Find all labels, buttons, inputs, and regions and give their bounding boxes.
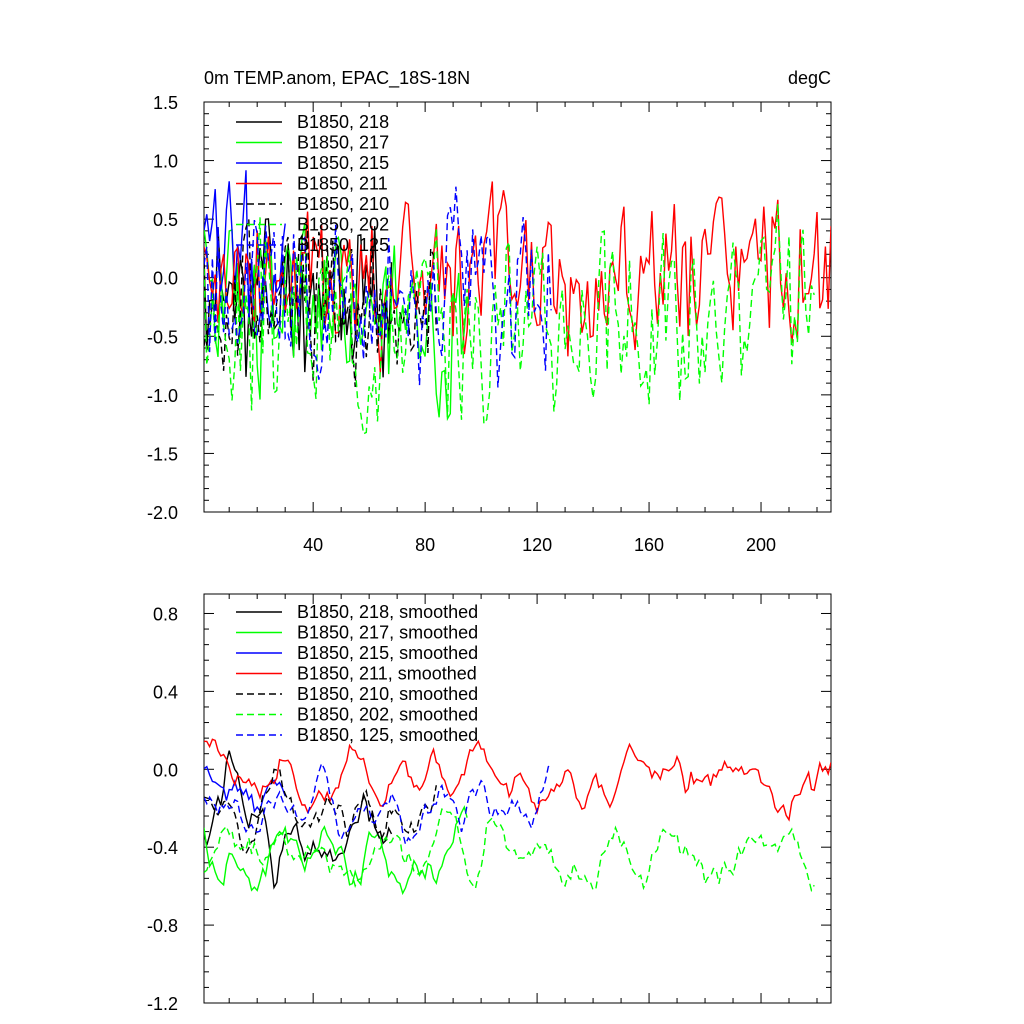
series-line [204,186,552,388]
plot-frame [203,101,832,513]
legend-label: B1850, 210, smoothed [297,684,478,704]
y-tick-label: 1.5 [153,93,178,113]
legend-label: B1850, 218, smoothed [297,602,478,622]
y-tick-label: -1.5 [147,444,178,464]
legend-label: B1850, 125, smoothed [297,725,478,745]
legend-label: B1850, 202 [297,215,389,235]
series-line [204,761,552,847]
y-tick-label: -2.0 [147,503,178,523]
y-tick-label: 0.8 [153,604,178,624]
y-tick-label: -0.8 [147,916,178,936]
legend-label: B1850, 217, smoothed [297,623,478,643]
series-line [204,738,831,822]
y-tick-label: 0.4 [153,682,178,702]
legend-label: B1850, 211 [297,174,388,194]
y-tick-label: 0.5 [153,210,178,230]
x-tick-label: 40 [303,535,323,555]
legend-label: B1850, 210 [297,194,389,214]
y-tick-label: 0.0 [153,269,178,289]
y-tick-label: 0.0 [153,760,178,780]
y-tick-label: 1.0 [153,152,178,172]
y-tick-label: -1.2 [147,994,178,1014]
series-line [204,808,815,893]
legend-label: B1850, 215, smoothed [297,643,478,663]
panel-bottom: -1.2 -0.8 -0.4 0.0 0.4 0.8 B1850, 218, smoothe… [147,593,832,1014]
legend-label: B1850, 217 [297,133,389,153]
legend-label: B1850, 211, smoothed [297,664,477,684]
series-line [204,805,468,896]
chart-units: degC [788,68,831,88]
legend-label: B1850, 215 [297,153,389,173]
series-line [204,750,393,890]
series-group [204,738,831,896]
chart-title: 0m TEMP.anom, EPAC_18S-18N [204,68,470,89]
x-tick-label: 200 [746,535,776,555]
series-line [204,203,815,435]
x-tick-label: 80 [415,535,435,555]
y-tick-label: -1.0 [147,386,178,406]
y-tick-label: -0.5 [147,327,178,347]
legend-label: B1850, 125 [297,235,389,255]
series-line [204,767,437,855]
y-tick-label: -0.4 [147,838,178,858]
series-group [204,170,831,435]
series-line [204,181,831,373]
x-tick-label: 120 [522,535,552,555]
panel-top: 0m TEMP.anom, EPAC_18S-18N degC -2.0 -1.5 -1… [147,68,832,555]
x-tick-label: 160 [634,535,664,555]
legend-label: B1850, 202, smoothed [297,705,478,725]
legend-label: B1850, 218 [297,112,389,132]
